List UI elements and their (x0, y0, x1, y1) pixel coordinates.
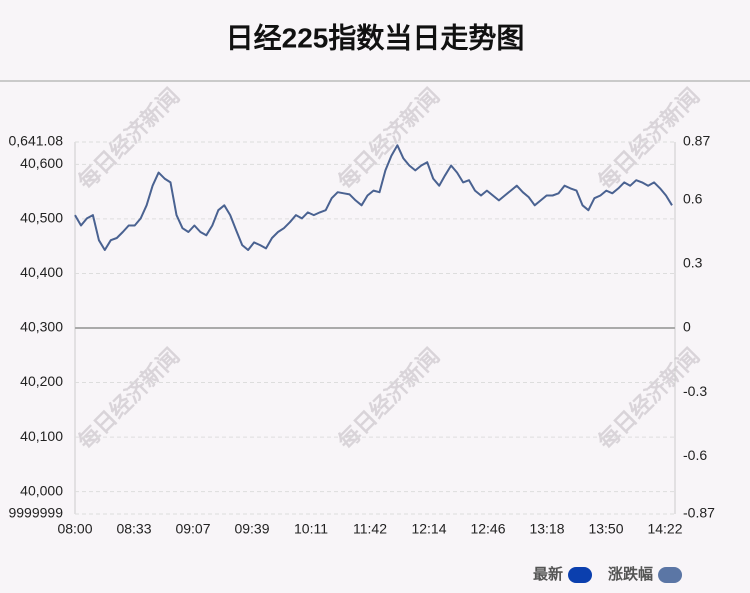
y-tick-label: 40,400 (20, 264, 63, 280)
x-tick-label: 11:42 (353, 521, 387, 537)
x-tick-label: 13:18 (529, 521, 564, 537)
y-tick-label: 40,000 (20, 482, 63, 498)
y2-tick-label: -0.87 (683, 505, 715, 521)
price-line (74, 144, 673, 251)
y2-tick-label: 0.6 (683, 190, 703, 206)
y2-tick-label: 0 (683, 319, 691, 335)
watermark: 每日经济新闻 (333, 343, 444, 454)
x-tick-label: 08:33 (116, 521, 151, 537)
watermark: 每日经济新闻 (73, 83, 184, 194)
y-tick-label: 40,100 (20, 428, 63, 444)
y-tick-label: 40,300 (20, 319, 63, 335)
legend-label: 最新 (533, 565, 563, 583)
y-tick-label: 40,200 (20, 373, 63, 389)
watermark: 每日经济新闻 (333, 83, 444, 194)
x-tick-label: 09:39 (234, 521, 269, 537)
x-tick-label: 10:11 (294, 521, 328, 537)
y-tick-label: 40,500 (20, 210, 63, 226)
legend-label: 涨跌幅 (608, 565, 653, 583)
watermark: 每日经济新闻 (73, 343, 184, 454)
legend-swatch (568, 567, 593, 583)
y-tick-label: 0,641.08 (9, 133, 64, 149)
y2-tick-label: 0.3 (683, 255, 703, 271)
x-tick-label: 12:46 (470, 521, 505, 537)
y-tick-label: 9999999 (8, 505, 63, 521)
x-tick-label: 12:14 (411, 521, 446, 537)
x-tick-label: 08:00 (57, 521, 92, 537)
y2-tick-label: 0.87 (683, 133, 710, 149)
legend-swatch (658, 567, 683, 583)
y2-tick-label: -0.6 (683, 447, 707, 463)
x-tick-label: 09:07 (175, 521, 210, 537)
y2-tick-label: -0.3 (683, 383, 707, 399)
x-tick-label: 14:22 (647, 521, 682, 537)
y-tick-label: 40,600 (20, 155, 63, 171)
x-tick-label: 13:50 (588, 521, 623, 537)
chart-title: 日经225指数当日走势图 (226, 21, 525, 53)
